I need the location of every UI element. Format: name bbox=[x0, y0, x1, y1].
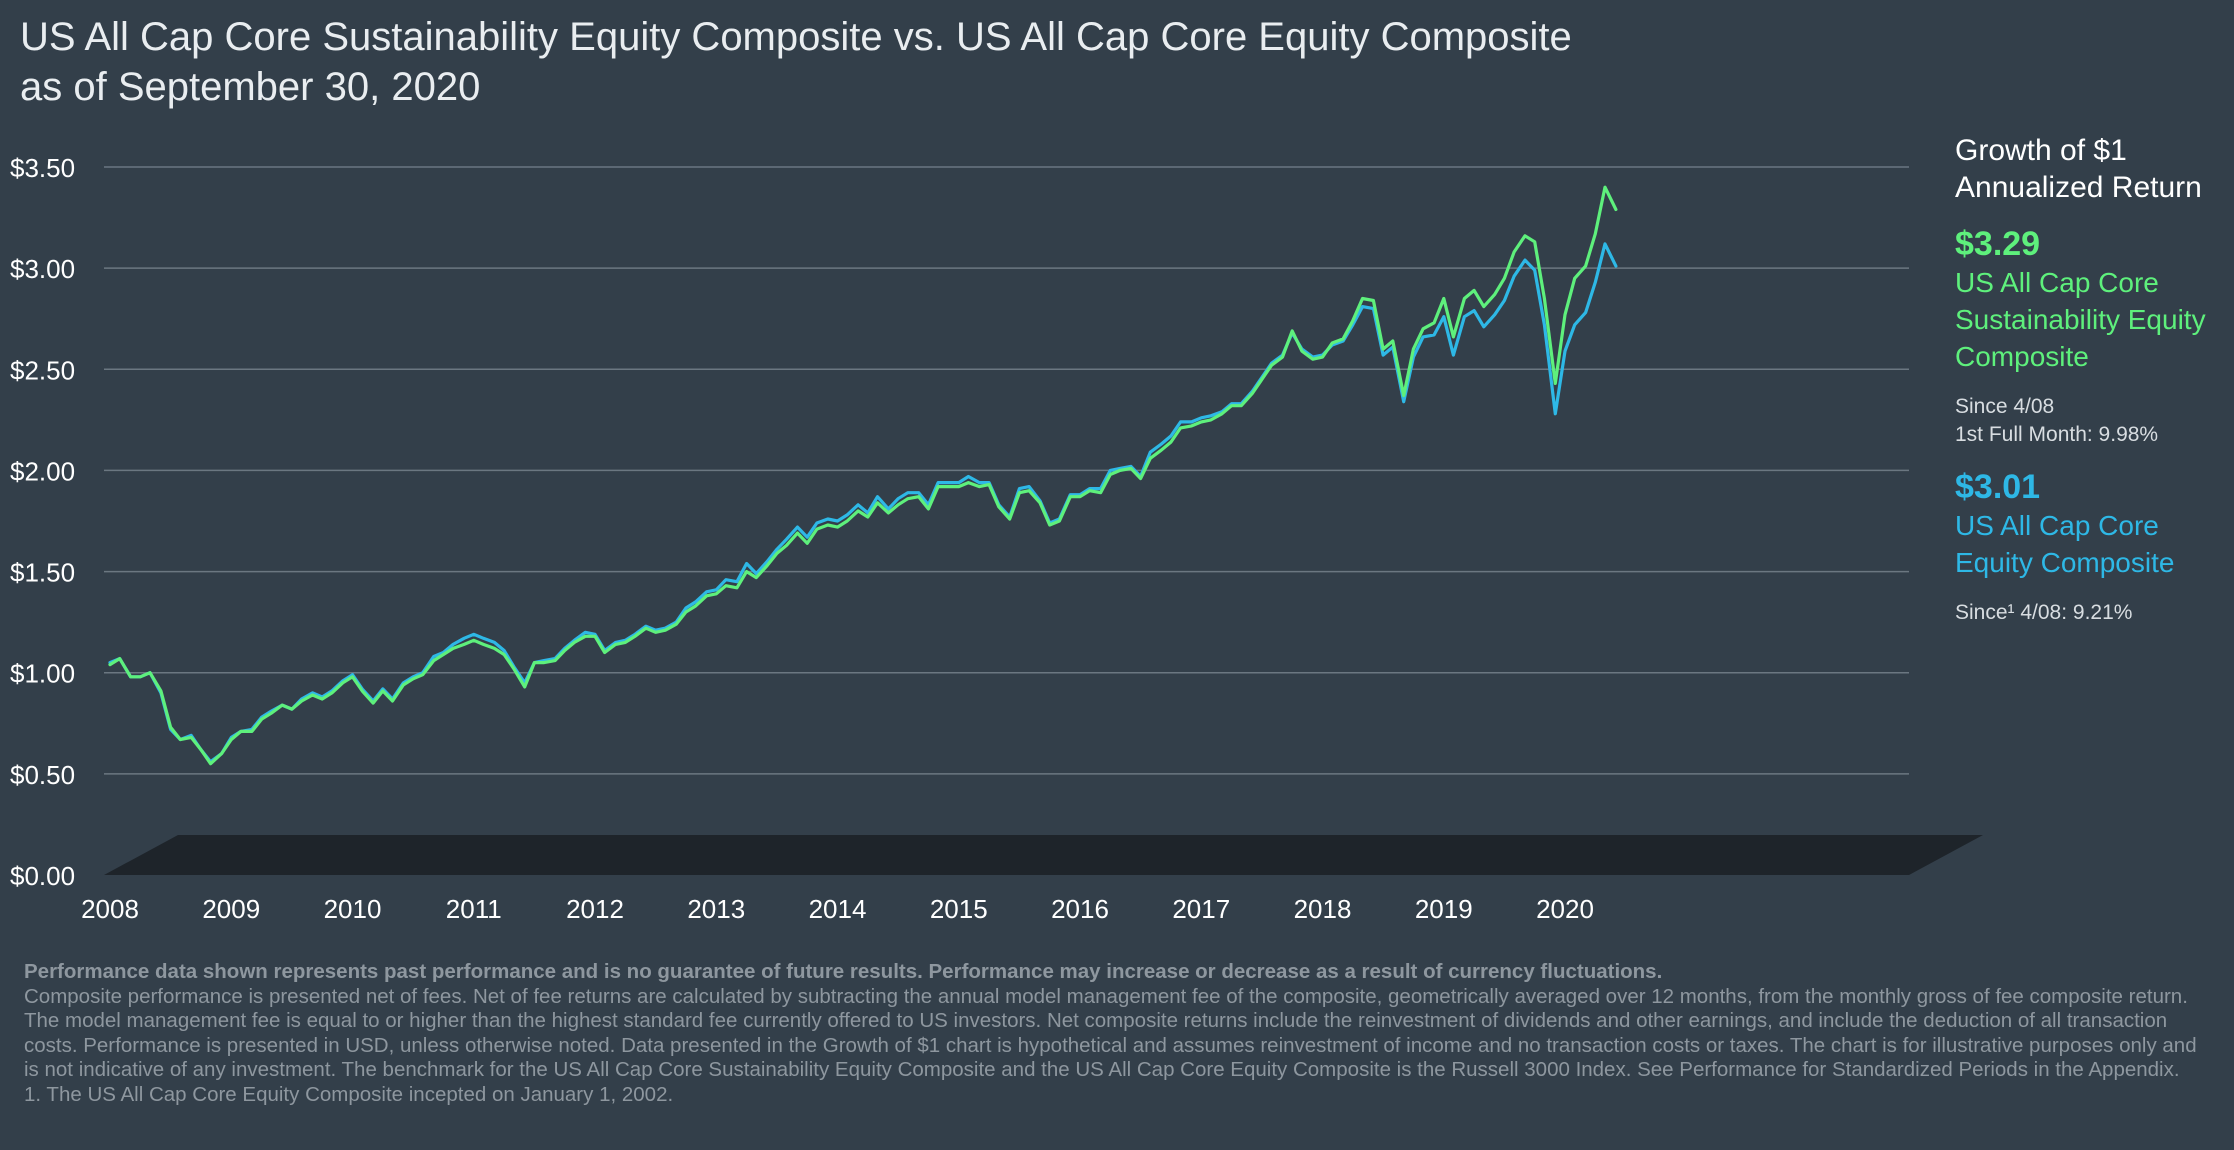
x-tick-label: 2018 bbox=[1294, 894, 1352, 924]
x-tick-label: 2020 bbox=[1536, 894, 1594, 924]
sustainability-name-line: Composite bbox=[1955, 341, 2089, 372]
x-axis: 2008 2009 2010 2011 2012 2013 2014 2015 2016 2017… bbox=[81, 894, 1594, 924]
x-tick-label: 2011 bbox=[446, 894, 502, 924]
sustainability-series-line bbox=[108, 185, 1618, 766]
core-name: US All Cap Core Equity Composite bbox=[1955, 507, 2234, 581]
y-tick-label: $3.00 bbox=[10, 254, 75, 284]
y-tick-label: $0.50 bbox=[10, 760, 75, 790]
sustainability-name-line: US All Cap Core bbox=[1955, 267, 2159, 298]
x-tick-label: 2009 bbox=[202, 894, 260, 924]
title-line-2: as of September 30, 2020 bbox=[20, 65, 481, 109]
core-since: Since¹ 4/08: 9.21% bbox=[1955, 601, 2133, 624]
y-tick-label: $3.50 bbox=[10, 153, 75, 183]
x-tick-label: 2017 bbox=[1172, 894, 1230, 924]
sustainability-value: $3.29 bbox=[1955, 225, 2041, 263]
x-tick-label: 2019 bbox=[1415, 894, 1473, 924]
legend-panel: Growth of $1 Annualized Return $3.29 US … bbox=[1955, 132, 2234, 627]
sustainability-since: Since 4/08 1st Full Month: 9.98% bbox=[1955, 393, 2234, 449]
sustainability-since-date: Since 4/08 bbox=[1955, 395, 2055, 418]
chart-floor bbox=[104, 835, 1983, 875]
x-tick-label: 2008 bbox=[81, 894, 139, 924]
y-tick-label: $2.00 bbox=[10, 456, 75, 486]
y-tick-label: $1.00 bbox=[10, 659, 75, 689]
chart-title: US All Cap Core Sustainability Equity Co… bbox=[20, 12, 1572, 112]
sustainability-name: US All Cap Core Sustainability Equity Co… bbox=[1955, 264, 2234, 375]
core-name-line: Equity Composite bbox=[1955, 547, 2175, 578]
title-line-1: US All Cap Core Sustainability Equity Co… bbox=[20, 15, 1572, 59]
legend-heading-growth: Growth of $1 bbox=[1955, 134, 2127, 167]
footnote-body: Composite performance is presented net o… bbox=[24, 984, 2197, 1082]
x-tick-label: 2014 bbox=[809, 894, 867, 924]
growth-chart: $0.00 $0.50 $1.00 $1.50 $2.00 $2.50 $3.00 $3.50… bbox=[10, 153, 1983, 924]
footnotes: Performance data shown represents past p… bbox=[24, 960, 2214, 1107]
sustainability-first-month: 1st Full Month: 9.98% bbox=[1955, 423, 2159, 446]
series-lines bbox=[108, 185, 1618, 766]
y-tick-label: $2.50 bbox=[10, 355, 75, 385]
footnote-disclaimer: Performance data shown represents past p… bbox=[24, 960, 1663, 983]
sustainability-name-line: Sustainability Equity bbox=[1955, 304, 2206, 335]
core-name-line: US All Cap Core bbox=[1955, 510, 2159, 541]
legend-heading-return: Annualized Return bbox=[1955, 171, 2202, 204]
y-axis: $0.00 $0.50 $1.00 $1.50 $2.00 $2.50 $3.00 $3.50 bbox=[10, 153, 75, 891]
x-tick-label: 2010 bbox=[324, 894, 382, 924]
x-tick-label: 2013 bbox=[687, 894, 745, 924]
footnote-1: 1. The US All Cap Core Equity Composite … bbox=[24, 1082, 674, 1106]
y-tick-label: $0.00 bbox=[10, 861, 75, 891]
y-tick-label: $1.50 bbox=[10, 558, 75, 588]
x-tick-label: 2015 bbox=[930, 894, 988, 924]
x-tick-label: 2016 bbox=[1051, 894, 1109, 924]
core-series-line bbox=[108, 242, 1618, 764]
gridlines bbox=[104, 166, 1909, 775]
x-tick-label: 2012 bbox=[566, 894, 624, 924]
core-value: $3.01 bbox=[1955, 468, 2041, 506]
